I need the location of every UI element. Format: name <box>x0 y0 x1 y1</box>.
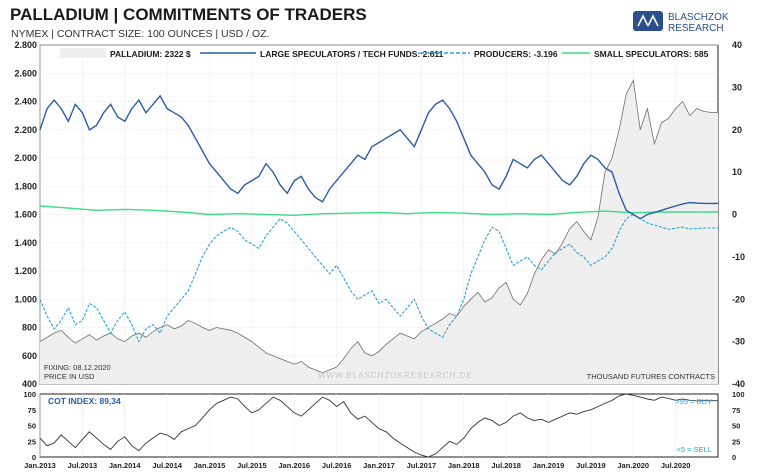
y-left-tick-label: 600 <box>22 351 37 361</box>
y-left-tick-label: 800 <box>22 323 37 333</box>
main-series <box>39 78 718 385</box>
x-tick-label: Jan.2016 <box>278 461 310 470</box>
x-tick-label: Jul.2014 <box>152 461 182 470</box>
series-price-area <box>40 80 718 385</box>
y-left-tick-label: 2.200 <box>14 125 37 135</box>
legend-label-price: PALLADIUM: 2322 $ <box>110 49 191 59</box>
y-left-tick-label: 400 <box>22 379 37 389</box>
cot-y-right-tick-label: 75 <box>732 406 740 415</box>
y-right-tick-label: 40 <box>732 40 742 50</box>
logo-text-line2: RESEARCH <box>668 23 724 34</box>
x-tick-label: Jul.2017 <box>407 461 437 470</box>
series-small-specs-line <box>39 205 718 217</box>
buy-threshold-note: >95 = BUY <box>675 397 712 406</box>
y-right-tick-label: -10 <box>732 252 745 262</box>
cot-y-right-tick-label: 50 <box>732 422 740 431</box>
logo-text-line1: BLASCHZOK <box>668 12 729 23</box>
x-tick-label: Jan.2015 <box>194 461 226 470</box>
cot-y-left-tick-label: 50 <box>28 422 36 431</box>
legend-label-producers: PRODUCERS: -3.196 <box>474 49 558 59</box>
y-right-tick-label: -40 <box>732 379 745 389</box>
y-right-tick-label: 0 <box>732 210 737 220</box>
cot-y-left-tick-label: 25 <box>28 437 36 446</box>
y-left-tick-label: 2.600 <box>14 68 37 78</box>
y-left-tick-label: 2.400 <box>14 97 37 107</box>
y-left-tick-label: 2.800 <box>14 40 37 50</box>
x-tick-label: Jul.2015 <box>237 461 267 470</box>
price-unit-note: PRICE IN USD <box>44 372 95 381</box>
legend-swatch-price <box>60 48 106 58</box>
y-left-tick-label: 1.200 <box>14 266 37 276</box>
x-tick-label: Jul.2016 <box>322 461 352 470</box>
x-tick-label: Jul.2020 <box>661 461 691 470</box>
y-left-tick-label: 1.400 <box>14 238 37 248</box>
cot-y-right-tick-label: 25 <box>732 437 740 446</box>
series-large-specs-line <box>39 94 718 220</box>
brand-logo: BLASCHZOK RESEARCH <box>633 11 729 34</box>
x-tick-label: Jan.2014 <box>109 461 142 470</box>
tick-labels: 4006008001.0001.2001.4001.6001.8002.0002… <box>14 40 745 470</box>
y-right-tick-label: -30 <box>732 337 745 347</box>
grid-lines <box>39 44 718 457</box>
series-price-line <box>39 78 718 374</box>
legend-label-large-specs: LARGE SPECULATORS / TECH FUNDS: 2.611 <box>260 49 444 59</box>
cot-index-series <box>39 393 718 458</box>
x-tick-label: Jul.2019 <box>576 461 606 470</box>
logo-mark-icon <box>637 14 659 27</box>
cot-y-left-tick-label: 100 <box>23 390 36 399</box>
cot-y-right-tick-label: 0 <box>732 453 736 462</box>
series-cot-index-line <box>39 393 718 458</box>
cot-y-right-tick-label: 100 <box>732 390 745 399</box>
y-right-tick-label: 30 <box>732 82 742 92</box>
page-subtitle: NYMEX | CONTRACT SIZE: 100 OUNCES | USD … <box>11 28 269 40</box>
watermark: WWW.BLASCHZOKRESEARCH.DE <box>318 371 473 380</box>
y-right-tick-label: 20 <box>732 125 742 135</box>
y-right-tick-label: 10 <box>732 167 742 177</box>
legend: PALLADIUM: 2322 $ LARGE SPECULATORS / TE… <box>60 48 709 59</box>
y-left-tick-label: 1.600 <box>14 210 37 220</box>
logo-icon <box>633 11 663 31</box>
y-right-tick-label: -20 <box>732 294 745 304</box>
x-tick-label: Jul.2013 <box>68 461 98 470</box>
x-tick-label: Jan.2017 <box>363 461 395 470</box>
y-left-tick-label: 1.800 <box>14 181 37 191</box>
contracts-unit-note: THOUSAND FUTURES CONTRACTS <box>587 372 715 381</box>
x-tick-label: Jul.2018 <box>491 461 521 470</box>
cot-y-left-tick-label: 75 <box>28 406 36 415</box>
sell-threshold-note: <5 = SELL <box>677 445 712 454</box>
legend-label-small-specs: SMALL SPECULATORS: 585 <box>594 49 709 59</box>
x-tick-label: Jan.2019 <box>533 461 565 470</box>
series-producers-line <box>39 213 718 343</box>
x-tick-label: Jan.2018 <box>448 461 480 470</box>
page-title: PALLADIUM | COMMITMENTS OF TRADERS <box>10 5 367 24</box>
x-tick-label: Jan.2020 <box>617 461 649 470</box>
cot-index-label: COT INDEX: 89,34 <box>48 396 121 406</box>
y-left-tick-label: 2.000 <box>14 153 37 163</box>
y-left-tick-label: 1.000 <box>14 294 37 304</box>
x-tick-label: Jan.2013 <box>24 461 56 470</box>
fixing-note: FIXING: 08.12.2020 <box>44 363 111 372</box>
cot-y-left-tick-label: 0 <box>32 453 36 462</box>
